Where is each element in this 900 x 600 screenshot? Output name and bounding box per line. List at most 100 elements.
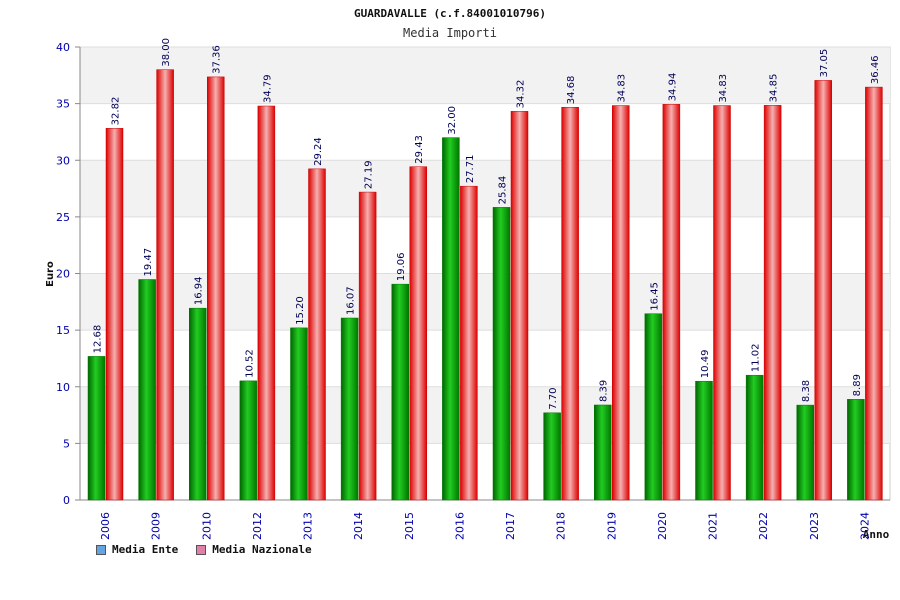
data-label-media-ente: 32.00	[447, 106, 458, 135]
data-label-media-ente: 12.68	[93, 325, 104, 354]
data-label-media-nazionale: 27.19	[364, 160, 375, 189]
data-label-media-ente: 10.49	[700, 350, 711, 379]
bar-media-nazionale	[763, 105, 782, 501]
data-label-media-ente: 16.45	[649, 282, 660, 311]
legend-item-media-ente: Media Ente	[96, 543, 178, 556]
data-label-media-nazionale: 38.00	[161, 38, 172, 67]
bar-media-ente	[543, 412, 561, 501]
bar-media-ente	[644, 313, 663, 501]
bar-media-nazionale	[460, 185, 478, 501]
x-tick-label: 2024	[858, 512, 871, 540]
bar-media-ente	[290, 327, 308, 501]
x-tick-label: 2017	[504, 512, 517, 540]
legend-label-media-nazionale: Media Nazionale	[212, 543, 312, 556]
data-label-media-ente: 8.39	[599, 380, 610, 402]
x-tick-label: 2010	[200, 512, 213, 540]
x-tick-label: 2009	[150, 512, 163, 540]
legend-swatch-media-nazionale	[196, 544, 207, 555]
x-tick-label: 2016	[453, 512, 466, 540]
bar-media-nazionale	[257, 105, 276, 501]
bar-media-ente	[340, 317, 359, 501]
bar-media-ente	[87, 356, 106, 501]
x-tick-label: 2021	[707, 512, 720, 540]
data-label-media-ente: 19.47	[143, 248, 154, 277]
x-tick-label: 2013	[302, 512, 315, 540]
bar-media-nazionale	[409, 166, 427, 501]
x-axis-label: Anno	[863, 528, 890, 541]
x-tick-label: 2022	[757, 512, 770, 540]
bar-media-nazionale	[561, 106, 579, 501]
data-label-media-nazionale: 34.94	[667, 73, 678, 102]
data-label-media-ente: 16.07	[346, 286, 357, 315]
data-label-media-nazionale: 34.32	[516, 80, 527, 109]
bar-media-ente	[796, 404, 814, 501]
data-label-media-ente: 7.70	[548, 388, 559, 410]
bar-media-nazionale	[612, 105, 630, 501]
y-tick-label: 30	[56, 154, 70, 167]
data-label-media-ente: 16.94	[194, 277, 205, 306]
bar-media-nazionale	[156, 69, 174, 501]
y-axis-label: Euro	[45, 261, 56, 287]
chart-title: GUARDAVALLE (c.f.84001010796)	[354, 7, 546, 20]
data-label-media-nazionale: 37.05	[819, 49, 830, 78]
data-label-media-ente: 8.38	[801, 380, 812, 402]
data-label-media-nazionale: 29.43	[414, 135, 425, 164]
bar-media-nazionale	[510, 111, 529, 501]
bar-media-ente	[189, 307, 207, 501]
x-tick-label: 2012	[251, 512, 264, 540]
y-tick-label: 10	[56, 381, 70, 394]
plot-area: 0 5 10 15 20 25 30 35 40 12.68 32.82 2006 19.47 38.00…	[56, 38, 891, 540]
y-tick-label: 15	[56, 324, 70, 337]
chart-subtitle: Media Importi	[403, 26, 497, 40]
bar-media-nazionale	[865, 86, 883, 501]
data-label-media-nazionale: 36.46	[870, 55, 881, 84]
x-tick-label: 2014	[352, 512, 365, 540]
x-tick-label: 2018	[555, 512, 568, 540]
bar-media-ente	[492, 207, 511, 501]
x-tick-label: 2015	[403, 512, 416, 540]
bar-media-ente	[847, 399, 865, 501]
bar-media-ente	[594, 404, 612, 501]
bar-media-nazionale	[308, 168, 326, 501]
x-tick-label: 2006	[99, 512, 112, 540]
data-label-media-nazionale: 34.85	[769, 74, 780, 103]
bar-media-nazionale	[105, 128, 124, 501]
data-label-media-ente: 15.20	[295, 296, 306, 325]
legend-label-media-ente: Media Ente	[112, 543, 179, 556]
data-label-media-ente: 25.84	[498, 176, 509, 205]
legend-swatch-media-ente	[96, 544, 106, 555]
bar-media-ente	[391, 283, 409, 501]
data-label-media-nazionale: 34.83	[617, 74, 628, 103]
y-tick-label: 25	[56, 211, 70, 224]
data-label-media-nazionale: 27.71	[465, 155, 476, 184]
bar-media-nazionale	[358, 191, 377, 501]
bar-media-nazionale	[662, 104, 681, 501]
bar-media-ente	[442, 137, 460, 501]
bar-media-nazionale	[207, 76, 225, 501]
y-tick-label: 20	[56, 268, 70, 281]
bar-media-nazionale	[713, 105, 731, 501]
bar-media-ente	[745, 374, 764, 501]
bar-media-ente	[695, 380, 713, 501]
legend-item-media-nazionale: Media Nazionale	[196, 543, 312, 556]
x-tick-label: 2023	[808, 512, 821, 540]
bar-media-ente	[138, 279, 156, 501]
data-label-media-nazionale: 32.82	[111, 97, 122, 126]
y-tick-label: 5	[63, 437, 70, 450]
bar-media-nazionale	[814, 80, 832, 501]
data-label-media-nazionale: 29.24	[313, 137, 324, 166]
y-tick-label: 0	[63, 494, 70, 507]
data-label-media-ente: 8.89	[852, 374, 863, 396]
data-label-media-nazionale: 34.79	[262, 74, 273, 103]
y-tick-label: 40	[56, 41, 70, 54]
data-label-media-ente: 10.52	[244, 349, 255, 378]
data-label-media-nazionale: 34.83	[718, 74, 729, 103]
x-tick-label: 2020	[656, 512, 669, 540]
y-tick-label: 35	[56, 98, 70, 111]
x-tick-label: 2019	[605, 512, 618, 540]
data-label-media-ente: 19.06	[396, 253, 407, 282]
bar-media-ente	[239, 380, 258, 501]
data-label-media-nazionale: 34.68	[566, 76, 577, 105]
legend: Media Ente Media Nazionale	[96, 543, 312, 556]
